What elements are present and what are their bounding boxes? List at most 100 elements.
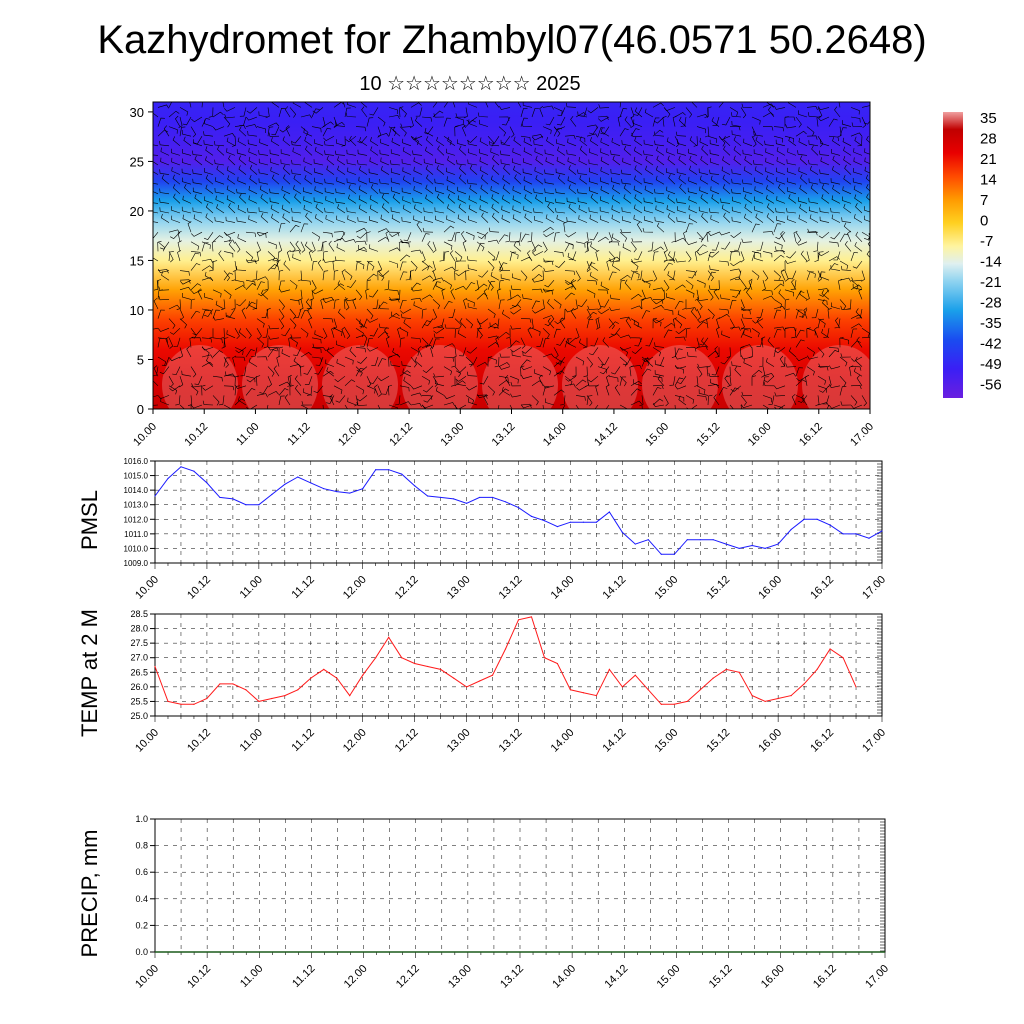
wind-barb — [567, 138, 577, 147]
wind-barb — [754, 166, 764, 175]
wind-barb — [273, 251, 280, 262]
wind-barb — [597, 289, 609, 295]
wind-barb — [212, 235, 224, 243]
wind-barb — [819, 289, 830, 297]
wind-barb — [414, 357, 423, 367]
wind-barb — [388, 231, 400, 237]
wind-barb — [421, 404, 434, 409]
wind-barb — [193, 136, 203, 145]
wind-barb — [565, 279, 577, 285]
wind-barb — [718, 308, 729, 314]
wind-barb — [231, 299, 236, 310]
wind-barb — [402, 368, 412, 377]
wind-barb — [236, 299, 247, 307]
wind-barb — [488, 227, 500, 233]
wind-barb — [645, 337, 654, 347]
wind-barb — [828, 256, 840, 262]
wind-barb — [814, 251, 819, 262]
wind-barb — [256, 356, 268, 361]
x-tick-label: 13.12 — [497, 727, 525, 755]
wind-barb — [153, 202, 159, 204]
wind-barb — [795, 367, 803, 377]
wind-barb — [510, 381, 522, 387]
pmsl-point — [452, 498, 455, 500]
wind-barb — [621, 169, 632, 175]
wind-barb — [597, 299, 602, 311]
pmsl-point — [868, 537, 870, 539]
wind-barb — [751, 375, 756, 386]
wind-barb — [667, 271, 676, 281]
wind-barb — [663, 308, 674, 315]
wind-barb — [306, 299, 313, 310]
pmsl-point — [725, 543, 727, 545]
wind-barb — [701, 212, 709, 223]
wind-barb — [821, 194, 830, 204]
wind-barb — [443, 343, 456, 348]
wind-barb — [652, 384, 664, 390]
wind-barb — [841, 217, 852, 223]
wind-barb — [677, 310, 687, 319]
wind-barb — [205, 174, 214, 185]
wind-barb — [868, 232, 870, 237]
wind-barb — [498, 299, 505, 310]
wind-barb — [712, 116, 720, 126]
wind-barb — [523, 147, 533, 156]
wind-barb — [421, 275, 433, 281]
wind-barb — [570, 278, 577, 290]
wind-barb — [743, 358, 753, 367]
wind-barb — [512, 147, 522, 156]
wind-barb — [182, 149, 192, 156]
wind-barb — [314, 177, 324, 185]
wind-barb — [446, 185, 456, 195]
wind-barb — [523, 205, 533, 214]
wind-barb — [729, 276, 742, 281]
wind-barb — [808, 159, 819, 166]
wind-barb — [391, 168, 401, 175]
wind-barb — [303, 157, 313, 166]
wind-barb — [779, 355, 786, 367]
wind-barb — [446, 148, 456, 156]
wind-barb — [226, 166, 236, 175]
y-tick-label: 28.0 — [130, 624, 148, 634]
wind-barb — [413, 186, 423, 195]
wind-barb — [476, 242, 485, 252]
wind-barb — [355, 126, 367, 132]
wind-barb — [153, 280, 159, 291]
wind-barb — [158, 269, 170, 274]
wind-barb — [740, 344, 753, 349]
wind-barb — [287, 376, 292, 387]
wind-barb — [523, 176, 533, 185]
wind-barb — [808, 112, 819, 118]
wind-barb — [168, 304, 180, 310]
wind-barb — [225, 216, 236, 223]
wind-barb — [535, 194, 544, 204]
wind-barb — [643, 150, 654, 156]
wind-barb — [748, 347, 753, 358]
wind-barb — [401, 158, 412, 166]
wind-barb — [377, 270, 385, 281]
wind-barb — [786, 208, 797, 214]
wind-barb — [577, 188, 588, 195]
wind-barb — [261, 289, 269, 300]
wind-barb — [784, 308, 790, 319]
wind-barb — [501, 194, 511, 204]
wind-barb — [795, 356, 808, 362]
wind-barb — [157, 117, 165, 127]
wind-barb — [467, 256, 478, 262]
wind-barb — [232, 260, 237, 272]
wind-barb — [586, 289, 596, 298]
wind-barb — [410, 356, 417, 368]
wind-barb — [201, 309, 210, 319]
wind-barb — [540, 299, 545, 311]
wind-barb — [575, 379, 587, 387]
wind-barb — [183, 136, 192, 147]
wind-barb — [168, 356, 181, 362]
wind-barb — [258, 150, 269, 156]
wind-barb — [654, 342, 665, 348]
wind-barb — [553, 107, 563, 116]
wind-barb — [624, 116, 632, 127]
wind-barb — [707, 252, 715, 262]
wind-barb — [652, 347, 661, 357]
y-tick-label: 1010.0 — [124, 544, 149, 553]
wind-barb — [392, 126, 401, 137]
